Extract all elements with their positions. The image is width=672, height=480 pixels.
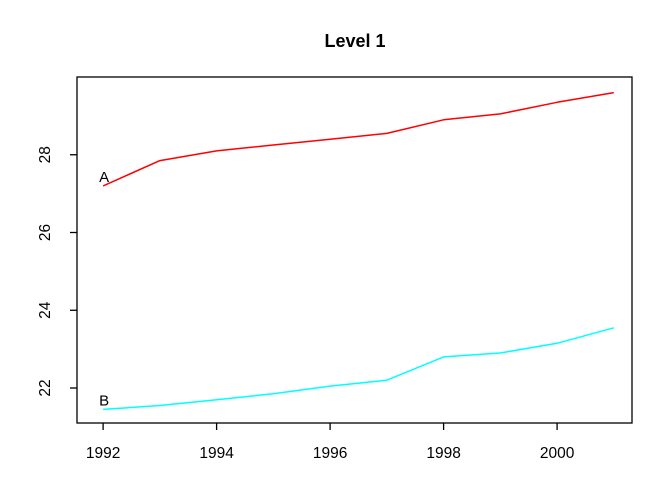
series-B-line: [103, 327, 614, 411]
series-B-label: B: [99, 392, 109, 409]
x-tick-label: 1992: [86, 445, 120, 462]
y-tick-label: 24: [37, 301, 54, 319]
series-A-line: [102, 91, 614, 187]
series-A-label: A: [99, 169, 109, 186]
x-tick-label: 2000: [540, 445, 575, 462]
y-tick-label: 22: [37, 379, 54, 396]
x-tick-label: 1996: [313, 445, 347, 462]
x-axis: 1992 1994 1996 1998 2000: [86, 423, 575, 462]
y-axis: 22 24 26 28: [37, 146, 77, 397]
series-labels: AB: [99, 169, 109, 410]
series-lines: [102, 91, 614, 411]
plot-border: [76, 76, 633, 424]
x-tick-label: 1994: [199, 445, 234, 462]
y-tick-label: 28: [37, 146, 54, 163]
chart-title: Level 1: [324, 31, 385, 51]
y-tick-label: 26: [37, 224, 54, 241]
x-tick-label: 1998: [426, 445, 460, 462]
